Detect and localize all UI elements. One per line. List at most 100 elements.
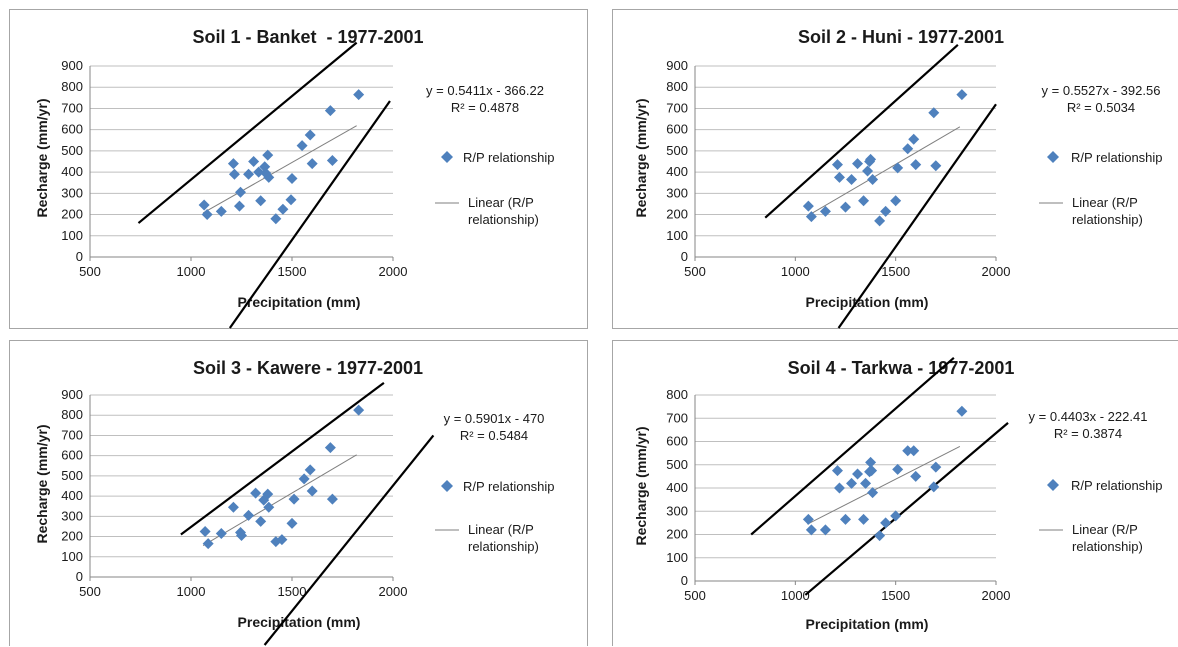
r-squared-label: R² = 0.3874 xyxy=(1054,426,1122,441)
chart-title: Soil 4 - Tarkwa - 1977-2001 xyxy=(788,358,1015,378)
data-point xyxy=(852,468,864,480)
upper-envelope-line xyxy=(750,356,955,536)
data-point xyxy=(326,154,338,166)
y-tick-label: 300 xyxy=(666,185,688,200)
legend-scatter-marker xyxy=(441,151,453,163)
y-axis-title: Recharge (mm/yr) xyxy=(34,98,50,217)
data-point xyxy=(227,501,239,513)
data-point xyxy=(833,482,845,494)
data-point xyxy=(867,487,879,499)
legend-trendline-label-line2: relationship) xyxy=(468,212,539,227)
chart-title: Soil 2 - Huni - 1977-2001 xyxy=(798,27,1004,47)
data-point xyxy=(846,477,858,489)
y-tick-label: 0 xyxy=(76,249,83,264)
data-point xyxy=(866,465,878,477)
data-point xyxy=(228,168,240,180)
data-point xyxy=(858,513,870,525)
y-tick-label: 800 xyxy=(61,79,83,94)
data-point xyxy=(892,463,904,475)
chart-title: Soil 3 - Kawere - 1977-2001 xyxy=(193,358,423,378)
data-point xyxy=(833,171,845,183)
data-point xyxy=(215,528,227,540)
x-tick-label: 500 xyxy=(684,264,706,279)
y-tick-label: 900 xyxy=(666,58,688,73)
legend-scatter-label: R/P relationship xyxy=(463,150,555,165)
data-point xyxy=(286,172,298,184)
data-point xyxy=(263,171,275,183)
r-squared-label: R² = 0.5484 xyxy=(460,428,528,443)
data-point xyxy=(880,205,892,217)
data-point xyxy=(306,158,318,170)
data-point xyxy=(270,213,282,225)
y-tick-label: 0 xyxy=(681,573,688,588)
data-point xyxy=(892,162,904,174)
data-point xyxy=(263,501,275,513)
x-tick-label: 2000 xyxy=(982,264,1011,279)
r-squared-label: R² = 0.4878 xyxy=(451,100,519,115)
data-point xyxy=(846,174,858,186)
y-tick-label: 400 xyxy=(61,488,83,503)
legend-trendline-label-line2: relationship) xyxy=(1072,212,1143,227)
y-tick-label: 600 xyxy=(666,122,688,137)
data-point xyxy=(255,515,267,527)
y-tick-label: 600 xyxy=(61,122,83,137)
data-point xyxy=(324,442,336,454)
x-axis-title: Precipitation (mm) xyxy=(806,616,929,632)
data-point xyxy=(910,470,922,482)
y-tick-label: 200 xyxy=(666,527,688,542)
x-tick-label: 1500 xyxy=(881,264,910,279)
data-point xyxy=(840,201,851,213)
data-point xyxy=(324,105,336,117)
y-tick-label: 500 xyxy=(666,143,688,158)
x-tick-label: 500 xyxy=(79,264,101,279)
data-point xyxy=(874,215,886,227)
chart-panel-soil-2: Soil 2 - Huni - 1977-2001 Precipitation … xyxy=(612,9,1178,329)
data-point xyxy=(865,153,877,165)
y-axis-title: Recharge (mm/yr) xyxy=(633,426,649,545)
data-point xyxy=(298,473,310,485)
data-point xyxy=(890,510,902,522)
data-point xyxy=(288,493,300,505)
y-tick-label: 300 xyxy=(666,503,688,518)
y-tick-label: 500 xyxy=(666,457,688,472)
data-point xyxy=(243,168,255,180)
legend-trendline-label-line1: Linear (R/P xyxy=(468,522,534,537)
y-tick-label: 900 xyxy=(61,58,83,73)
y-tick-label: 0 xyxy=(76,569,83,584)
y-tick-label: 200 xyxy=(61,529,83,544)
chart-panel-soil-3: Soil 3 - Kawere - 1977-2001 Precipitatio… xyxy=(9,340,588,646)
data-point xyxy=(306,485,318,497)
y-tick-label: 800 xyxy=(666,387,688,402)
data-point xyxy=(262,488,274,500)
data-point xyxy=(802,200,814,212)
trendline-equation: y = 0.5901x - 470 xyxy=(444,411,545,426)
x-tick-label: 1500 xyxy=(881,588,910,603)
data-point xyxy=(928,107,940,119)
y-tick-label: 700 xyxy=(666,100,688,115)
y-tick-label: 500 xyxy=(61,143,83,158)
chart-panel-soil-4: Soil 4 - Tarkwa - 1977-2001 Precipitatio… xyxy=(612,340,1178,646)
data-point xyxy=(262,149,274,161)
y-tick-label: 200 xyxy=(61,207,83,222)
y-tick-label: 700 xyxy=(61,427,83,442)
data-point xyxy=(930,160,942,172)
y-tick-label: 200 xyxy=(666,207,688,222)
y-tick-label: 700 xyxy=(61,100,83,115)
x-tick-label: 500 xyxy=(79,584,101,599)
data-point xyxy=(286,517,298,529)
trendline-equation: y = 0.4403x - 222.41 xyxy=(1029,409,1148,424)
data-point xyxy=(840,513,851,525)
lower-envelope-line xyxy=(804,422,1009,596)
data-point xyxy=(198,199,210,211)
data-point xyxy=(285,194,297,206)
y-tick-label: 900 xyxy=(61,387,83,402)
data-point xyxy=(304,464,316,476)
y-tick-label: 600 xyxy=(61,448,83,463)
data-point xyxy=(277,203,289,215)
chart-svg-soil-2: Soil 2 - Huni - 1977-2001 Precipitation … xyxy=(633,27,1163,329)
r-squared-label: R² = 0.5034 xyxy=(1067,100,1135,115)
legend-scatter-marker xyxy=(441,480,453,492)
y-tick-label: 100 xyxy=(666,550,688,565)
trendline-equation: y = 0.5527x - 392.56 xyxy=(1042,83,1161,98)
data-point xyxy=(831,159,843,171)
